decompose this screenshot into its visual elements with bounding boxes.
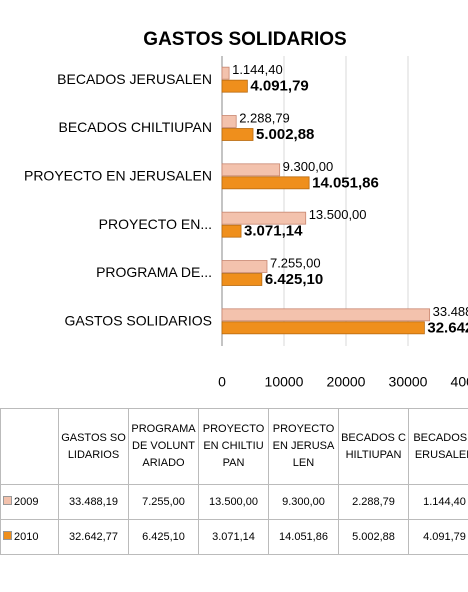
table-cell: 9.300,00 <box>268 484 339 520</box>
data-label: 1.144,40 <box>232 62 283 77</box>
table-header: BECADOS JERUSALEN <box>408 408 468 485</box>
table-header: PROGRAMA DE VOLUNTARIADO <box>128 408 199 485</box>
table-header: PROYECTO EN CHILTIUPAN <box>198 408 269 485</box>
table-header: GASTOS SOLIDARIOS <box>58 408 129 485</box>
x-tick-label: 30000 <box>389 374 428 390</box>
table-row: 2009 33.488,19 7.255,00 13.500,00 9.300,00 2.… <box>0 484 468 520</box>
table-cell: 5.002,88 <box>338 519 409 555</box>
row-label: 2010 <box>0 519 59 555</box>
y-tick-label: PROYECTO EN... <box>99 216 212 232</box>
chart: GASTOS SOLIDARIOS 0 10000 20000 30000 40000 G… <box>24 29 468 390</box>
data-table: GASTOS SOLIDARIOS PROGRAMA DE VOLUNTARIAD… <box>0 408 468 555</box>
table: GASTOS SOLIDARIOS PROGRAMA DE VOLUNTARIAD… <box>0 408 468 555</box>
data-label: 13.500,00 <box>309 207 367 222</box>
table-header: BECADOS CHILTIUPAN <box>338 408 409 485</box>
legend-label: 2010 <box>14 530 39 543</box>
bar <box>221 260 268 273</box>
data-label: 5.002,88 <box>256 126 314 143</box>
table-cell: 6.425,10 <box>128 519 199 555</box>
table-cell: 32.642,77 <box>58 519 129 555</box>
chart-title: GASTOS SOLIDARIOS <box>143 29 346 50</box>
bar <box>221 66 230 80</box>
table-cell: 7.255,00 <box>128 484 199 520</box>
bar <box>221 273 263 286</box>
y-tick-label: PROGRAMA DE... <box>96 264 212 280</box>
data-label: 2.288,79 <box>239 110 290 125</box>
table-cell: 13.500,00 <box>198 484 269 520</box>
table-row: 2010 32.642,77 6.425,10 3.071,14 14.051,86 5.… <box>0 519 468 555</box>
table-cell: 2.288,79 <box>338 484 409 520</box>
bar <box>221 321 425 335</box>
table-cell: 4.091,79 <box>408 519 468 555</box>
y-tick-label: BECADOS JERUSALEN <box>57 71 212 87</box>
bar <box>221 176 310 190</box>
x-tick-label: 20000 <box>327 374 366 390</box>
y-tick-label: PROYECTO EN JERUSALEN <box>24 168 212 184</box>
data-label: 9.300,00 <box>283 159 334 174</box>
legend-swatch <box>3 530 12 540</box>
table-header: PROYECTO EN JERUSALEN <box>268 408 339 485</box>
x-tick-label: 40000 <box>451 374 468 390</box>
x-tick-label: 10000 <box>265 374 304 390</box>
bar <box>221 308 431 322</box>
table-cell: 33.488,19 <box>58 484 129 520</box>
table-header-row: GASTOS SOLIDARIOS PROGRAMA DE VOLUNTARIAD… <box>0 408 468 485</box>
data-label: 33.488,19 <box>433 304 468 319</box>
bar <box>221 79 248 93</box>
table-cell: 1.144,40 <box>408 484 468 520</box>
legend-label: 2009 <box>14 495 39 508</box>
y-tick-label: GASTOS SOLIDARIOS <box>64 313 212 329</box>
bar <box>221 224 242 238</box>
bar <box>221 163 281 177</box>
table-cell: 14.051,86 <box>268 519 339 555</box>
bar <box>221 211 307 225</box>
data-label: 3.071,14 <box>244 223 303 240</box>
data-label: 4.091,79 <box>250 78 308 95</box>
x-tick-label: 0 <box>218 374 226 390</box>
table-cell: 3.071,14 <box>198 519 269 555</box>
legend-swatch <box>3 495 12 505</box>
y-tick-label: BECADOS CHILTIUPAN <box>58 119 212 135</box>
data-label: 6.425,10 <box>265 271 323 288</box>
data-label: 32.642,77 <box>427 319 468 336</box>
data-label: 7.255,00 <box>270 255 321 270</box>
bar <box>221 128 254 141</box>
row-label: 2009 <box>0 484 59 520</box>
data-label: 14.051,86 <box>312 174 379 191</box>
table-corner <box>0 408 59 485</box>
bar <box>221 115 237 128</box>
